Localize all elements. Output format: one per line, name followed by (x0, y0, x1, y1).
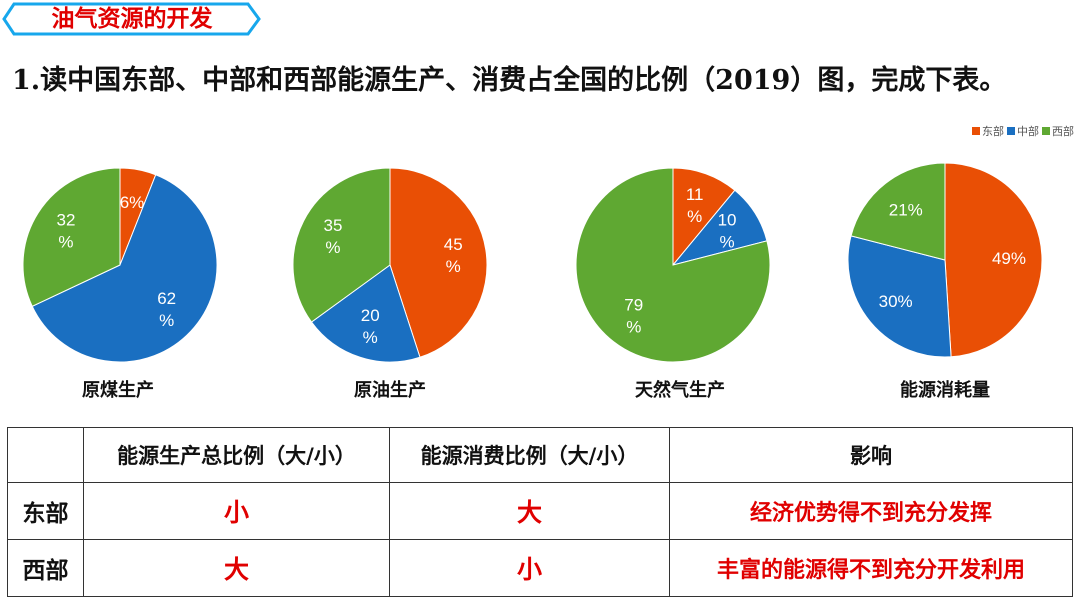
tag-frame-shape (2, 2, 261, 36)
legend-swatch-west (1042, 127, 1050, 135)
pie-slice-coal-west (22, 167, 121, 307)
pie-slice-consumption-east (944, 162, 1043, 358)
legend-label-east: 东部 (982, 125, 1004, 138)
header-cell-consumption: 能源消费比例（大/小） (389, 427, 670, 483)
pie-slice-gas-west (575, 167, 771, 363)
east-consumption-answer: 大 (389, 482, 670, 540)
pie-slice-oil-east (389, 167, 488, 358)
table-header-row: 能源生产总比例（大/小） 能源消费比例（大/小） 影响 (7, 427, 1073, 483)
pie-label-consumption-west: 21% (889, 200, 923, 219)
pie-label-oil-west: 35% (323, 216, 342, 257)
table-row-east: 东部 小 大 经济优势得不到充分发挥 (7, 482, 1073, 540)
pie-label-gas-east: 11% (686, 185, 704, 226)
pie-label-coal-east: 6% (120, 193, 145, 212)
question-text: 1.读中国东部、中部和西部能源生产、消费占全国的比例（2019）图，完成下表。 (12, 65, 1007, 96)
pie-slice-consumption-west (850, 162, 946, 261)
legend-item-central: 中部 (1007, 123, 1039, 139)
legend-label-west: 西部 (1052, 125, 1074, 138)
pie-label-oil-central: 20% (361, 306, 380, 347)
summary-table: 能源生产总比例（大/小） 能源消费比例（大/小） 影响 东部 小 大 经济优势得… (7, 427, 1073, 597)
legend-label-central: 中部 (1017, 125, 1039, 138)
section-tag: 油气资源的开发 (2, 2, 262, 36)
chart-legend: 东部 中部 西部 (972, 123, 1074, 139)
pie-label-gas-west: 79% (624, 296, 643, 337)
pie-label-coal-central: 62% (157, 289, 176, 330)
pie-slice-gas-central (671, 189, 768, 266)
row-label-west: 西部 (7, 539, 84, 597)
pie-label-coal-west: 32% (56, 211, 75, 252)
west-consumption-answer: 小 (389, 539, 670, 597)
caption-consumption: 能源消耗量 (900, 380, 990, 401)
row-label-east: 东部 (7, 482, 84, 540)
caption-oil: 原油生产 (354, 380, 426, 401)
section-title: 油气资源的开发 (51, 6, 213, 32)
header-cell-production: 能源生产总比例（大/小） (83, 427, 390, 483)
pie-slice-coal-central (31, 174, 218, 363)
west-production-answer: 大 (83, 539, 390, 597)
legend-item-west: 西部 (1042, 123, 1074, 139)
pie-slice-oil-west (292, 167, 391, 323)
caption-gas: 天然气生产 (635, 380, 725, 401)
legend-swatch-east (972, 127, 980, 135)
west-effect-answer: 丰富的能源得不到充分开发利用 (669, 539, 1073, 597)
pie-slice-oil-central (310, 264, 421, 363)
header-cell-effect: 影响 (669, 427, 1073, 483)
header-cell-empty (7, 427, 84, 483)
table-row-west: 西部 大 小 丰富的能源得不到充分开发利用 (7, 539, 1073, 597)
pie-slice-gas-east (672, 167, 736, 267)
legend-swatch-central (1007, 127, 1015, 135)
pie-label-consumption-central: 30% (879, 292, 913, 311)
pie-label-gas-central: 10% (718, 211, 737, 252)
east-effect-answer: 经济优势得不到充分发挥 (669, 482, 1073, 540)
pie-label-oil-east: 45% (444, 235, 463, 276)
pie-slice-consumption-central (847, 235, 952, 358)
caption-coal: 原煤生产 (82, 380, 154, 401)
pie-slice-coal-east (119, 167, 157, 266)
pie-label-consumption-east: 49% (992, 249, 1026, 268)
legend-item-east: 东部 (972, 123, 1004, 139)
east-production-answer: 小 (83, 482, 390, 540)
